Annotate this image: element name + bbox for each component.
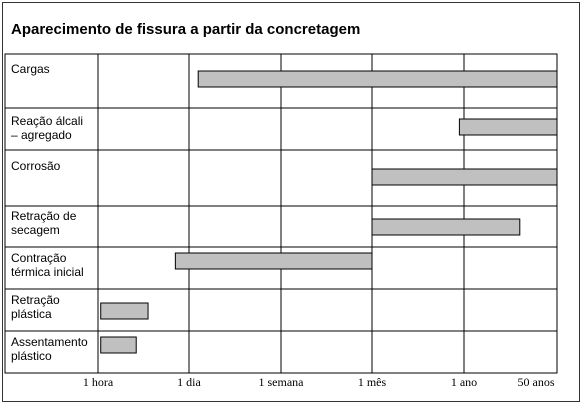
bar [100, 302, 149, 320]
row-labels: Cargas Reação álcali– agregado Corrosão Ret… [11, 62, 88, 363]
tick-labels: 1 hora 1 dia 1 semana 1 mês 1 ano 50 anos [83, 375, 555, 389]
row-label: plástico [11, 349, 52, 363]
grid [4, 53, 558, 374]
bar [458, 118, 558, 136]
row-label: Corrosão [11, 159, 61, 173]
tick-label: 1 dia [177, 375, 201, 389]
chart-frame [2, 2, 580, 402]
row-label: plástica [11, 307, 52, 321]
tick-label: 1 semana [259, 375, 305, 389]
tick-label: 1 mês [358, 375, 387, 389]
row-label: Retração de [11, 209, 77, 223]
row-label: Retração [11, 293, 60, 307]
tick-label: 1 hora [83, 375, 114, 389]
row-label: Assentamento [11, 335, 88, 349]
tick-label: 1 ano [451, 375, 477, 389]
chart-title: Aparecimento de fissura a partir da conc… [11, 21, 361, 38]
tick-label: 50 anos [518, 375, 555, 389]
bar [100, 336, 137, 354]
bar [371, 168, 558, 186]
bar [174, 252, 373, 270]
bar [197, 70, 558, 88]
row-label: Cargas [11, 62, 50, 76]
row-label: Contração [11, 251, 67, 265]
row-label: – agregado [11, 128, 72, 142]
row-label: térmica inicial [11, 265, 84, 279]
bars [100, 70, 558, 354]
row-label: secagem [11, 223, 60, 237]
bar [371, 218, 521, 236]
row-label: Reação álcali [11, 114, 83, 128]
